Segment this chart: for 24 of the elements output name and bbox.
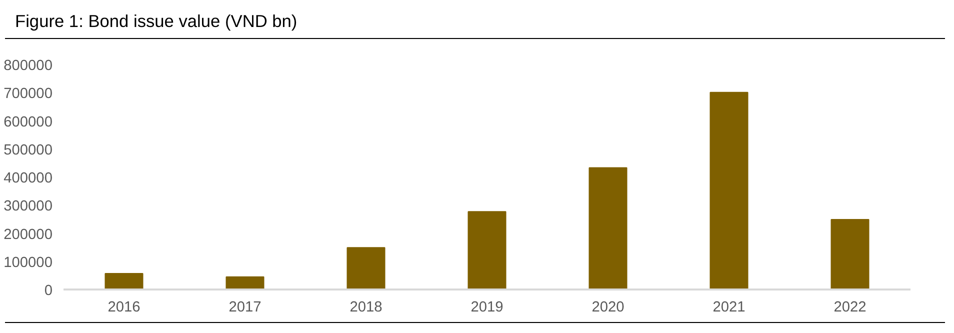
x-tick-label: 2021 (712, 300, 746, 316)
y-tick-label: 300000 (4, 198, 53, 215)
chart-title: Figure 1: Bond issue value (VND bn) (15, 10, 298, 33)
x-tick-label: 2019 (470, 300, 504, 316)
y-tick-label: 0 (44, 283, 53, 299)
y-tick-label: 800000 (4, 58, 53, 74)
y-tick-label: 400000 (4, 170, 53, 186)
bar (710, 92, 748, 290)
bar (346, 247, 386, 290)
bar (468, 211, 506, 290)
x-tick-label: 2016 (108, 300, 140, 316)
x-tick-label: 2020 (592, 300, 624, 316)
y-tick-label: 700000 (4, 86, 53, 102)
bar (104, 272, 144, 290)
x-tick-label: 2022 (834, 300, 866, 316)
bar (226, 276, 264, 290)
x-tick-label: 2018 (350, 300, 382, 316)
y-tick-label: 100000 (4, 254, 53, 271)
bar (830, 218, 870, 290)
x-tick-label: 2017 (228, 300, 262, 316)
y-tick-label: 500000 (4, 142, 53, 158)
y-tick-label: 600000 (4, 114, 53, 130)
y-tick-label: 200000 (4, 226, 53, 243)
bar (588, 167, 628, 290)
